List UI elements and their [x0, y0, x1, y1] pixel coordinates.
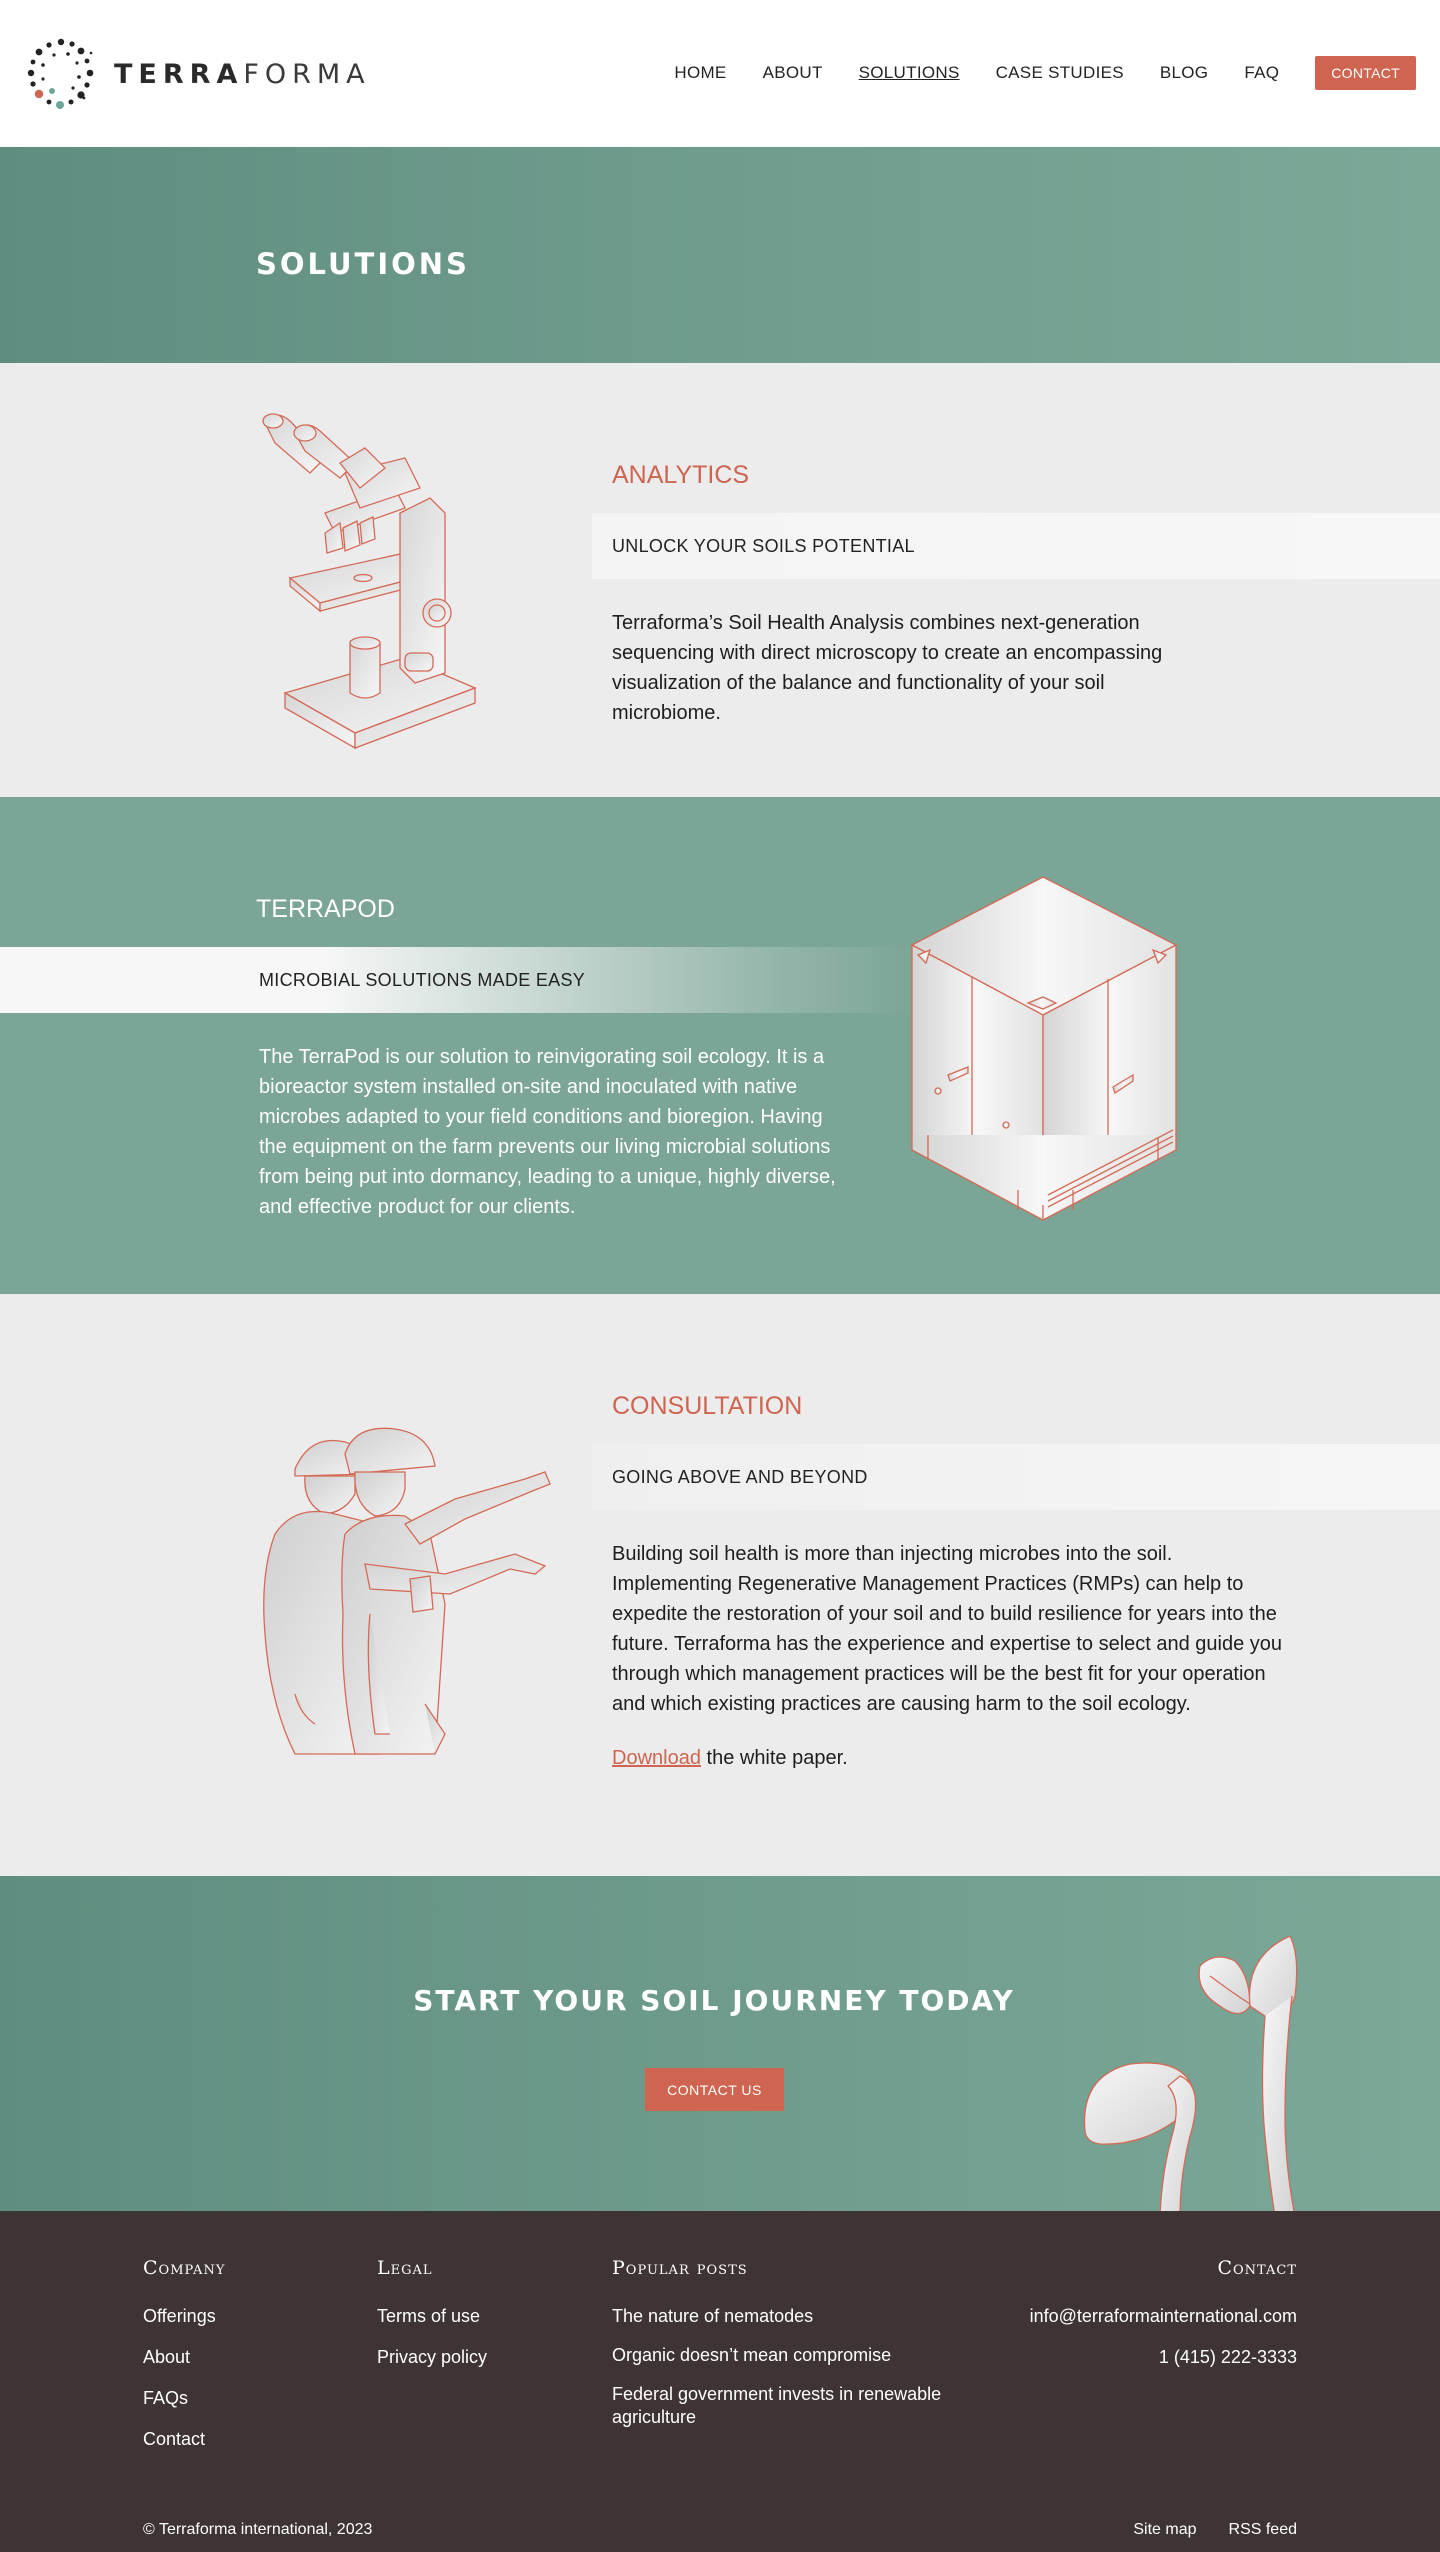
- contact-us-button[interactable]: CONTACT US: [645, 2068, 784, 2111]
- footer-phone-link[interactable]: 1 (415) 222-3333: [1158, 2347, 1297, 2367]
- logo-wordmark: TERRAFORMA: [114, 59, 371, 90]
- logo-word-bold: TERRA: [114, 58, 244, 90]
- microscope-illustration: [262, 413, 477, 750]
- analytics-subtitle: UNLOCK YOUR SOILS POTENTIAL: [612, 535, 915, 556]
- terrapod-title: TERRAPOD: [256, 895, 395, 923]
- footer-popular-heading: Popular posts: [612, 2257, 748, 2279]
- logo[interactable]: TERRAFORMA: [24, 36, 371, 112]
- consultation-body: Building soil health is more than inject…: [612, 1543, 1283, 1715]
- engineers-pointing-illustration: [263, 1427, 551, 1755]
- white-paper-suffix: the white paper.: [700, 1747, 848, 1769]
- terrapod-body: The TerraPod is our solution to reinvigo…: [259, 1046, 836, 1218]
- logo-word-light: FORMA: [243, 58, 371, 90]
- footer-link-privacy[interactable]: Privacy policy: [377, 2347, 488, 2367]
- consultation-title: CONSULTATION: [612, 1392, 803, 1420]
- analytics-body: Terraforma’s Soil Health Analysis combin…: [612, 612, 1163, 724]
- logo-dots-icon: [27, 38, 94, 109]
- page-title: SOLUTIONS: [256, 247, 470, 281]
- terrapod-subtitle: MICROBIAL SOLUTIONS MADE EASY: [259, 969, 586, 990]
- consultation-section: CONSULTATION GOING ABOVE AND BEYOND Buil…: [0, 1294, 1440, 1876]
- sprouts-illustration: [1083, 1936, 1298, 2211]
- analytics-title: ANALYTICS: [612, 461, 750, 489]
- footer-contact-heading: Contact: [1217, 2257, 1297, 2279]
- footer-post-nematodes[interactable]: The nature of nematodes: [612, 2306, 814, 2326]
- nav-blog[interactable]: BLOG: [1159, 63, 1209, 82]
- footer-email-link[interactable]: info@terraformainternational.com: [1029, 2306, 1297, 2326]
- terrapod-subtitle-strip: MICROBIAL SOLUTIONS MADE EASY: [0, 947, 915, 1013]
- footer-link-terms[interactable]: Terms of use: [377, 2306, 481, 2326]
- nav-contact-button[interactable]: CONTACT: [1315, 56, 1416, 90]
- footer-legal-col: Legal Terms of use Privacy policy: [377, 2257, 487, 2387]
- cta-section: START YOUR SOIL JOURNEY TODAY CONTACT US: [0, 1876, 1440, 2211]
- analytics-section: ANALYTICS UNLOCK YOUR SOILS POTENTIAL Te…: [0, 363, 1440, 797]
- footer-bottom-links: Site map RSS feed: [1101, 2521, 1297, 2539]
- footer-copyright: © Terraforma international, 2023: [143, 2521, 373, 2538]
- footer-post-federal[interactable]: Federal government invests in renewable …: [612, 2384, 942, 2427]
- consultation-subtitle: GOING ABOVE AND BEYOND: [612, 1466, 868, 1487]
- nav-faq[interactable]: FAQ: [1244, 63, 1280, 82]
- footer-popular-col: Popular posts The nature of nematodes Or…: [612, 2257, 962, 2445]
- footer-contact-col: Contact info@terraformainternational.com…: [1030, 2257, 1297, 2387]
- site-header: TERRAFORMA HOME ABOUT SOLUTIONS CASE STU…: [0, 0, 1440, 147]
- bioreactor-tank-illustration: [910, 876, 1178, 1221]
- consultation-subtitle-strip: GOING ABOVE AND BEYOND: [592, 1444, 1440, 1510]
- nav-about[interactable]: ABOUT: [762, 63, 823, 82]
- nav-home[interactable]: HOME: [674, 63, 727, 82]
- footer-company-col: Company Offerings About FAQs Contact: [143, 2257, 225, 2469]
- footer-link-faqs[interactable]: FAQs: [143, 2388, 189, 2408]
- footer-sitemap-link[interactable]: Site map: [1133, 2521, 1197, 2538]
- footer-company-heading: Company: [143, 2257, 226, 2279]
- nav-case-studies[interactable]: CASE STUDIES: [995, 63, 1124, 82]
- footer-link-contact[interactable]: Contact: [143, 2429, 206, 2449]
- terrapod-section: TERRAPOD MICROBIAL SOLUTIONS MADE EASY T…: [0, 797, 1440, 1294]
- cta-title: START YOUR SOIL JOURNEY TODAY: [413, 1984, 1015, 2017]
- download-white-paper-link[interactable]: Download: [612, 1747, 701, 1769]
- hero-banner: SOLUTIONS: [0, 147, 1440, 363]
- footer-post-organic[interactable]: Organic doesn’t mean compromise: [612, 2345, 892, 2365]
- footer-legal-heading: Legal: [377, 2257, 433, 2279]
- site-footer: Company Offerings About FAQs Contact Leg…: [0, 2211, 1440, 2552]
- main-nav: HOME ABOUT SOLUTIONS CASE STUDIES BLOG F…: [638, 56, 1416, 90]
- footer-link-about[interactable]: About: [143, 2347, 191, 2367]
- nav-solutions[interactable]: SOLUTIONS: [858, 63, 960, 82]
- analytics-subtitle-strip: UNLOCK YOUR SOILS POTENTIAL: [592, 513, 1440, 579]
- footer-link-offerings[interactable]: Offerings: [143, 2306, 216, 2326]
- white-paper-line: Download the white paper.: [612, 1747, 848, 1770]
- footer-rss-link[interactable]: RSS feed: [1228, 2521, 1297, 2538]
